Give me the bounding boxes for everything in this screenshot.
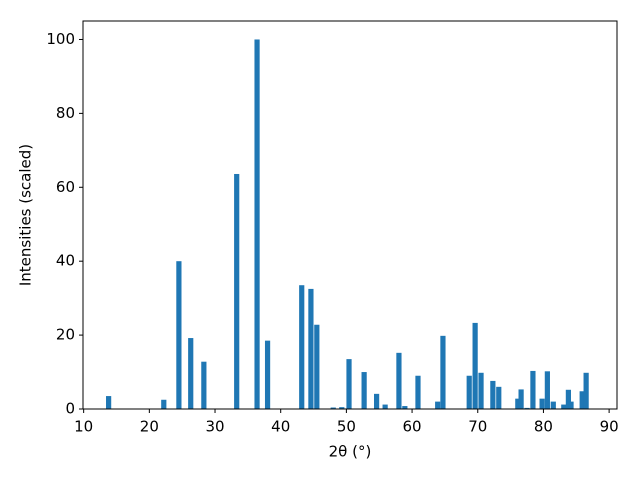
bar <box>106 396 112 409</box>
bar <box>299 285 305 409</box>
bar <box>515 398 521 409</box>
y-tick-label: 60 <box>56 178 75 196</box>
bar <box>496 386 502 409</box>
x-tick-label: 50 <box>337 418 356 436</box>
y-tick-label: 20 <box>56 326 75 344</box>
bar <box>568 401 574 409</box>
plot-frame <box>82 20 618 410</box>
bar <box>478 372 484 409</box>
bar <box>264 340 271 409</box>
x-tick-label: 60 <box>403 418 422 436</box>
bar <box>561 404 567 409</box>
bar <box>201 361 207 409</box>
bar <box>161 399 167 409</box>
y-tick-label: 100 <box>46 30 75 48</box>
bar <box>402 406 408 409</box>
bar <box>524 407 530 409</box>
bar <box>314 324 320 409</box>
y-tick-label: 40 <box>56 252 75 270</box>
x-tick-label: 30 <box>205 418 224 436</box>
bar <box>382 404 388 409</box>
bar <box>490 380 496 409</box>
bar <box>550 401 556 409</box>
bar <box>530 370 536 409</box>
x-tick-label: 10 <box>74 418 93 436</box>
bar <box>339 407 345 409</box>
bar <box>472 322 478 409</box>
bar <box>308 288 314 409</box>
bar <box>361 372 367 409</box>
bar <box>234 173 240 409</box>
bar <box>254 39 260 409</box>
bar <box>466 375 472 409</box>
bar <box>176 261 182 409</box>
y-tick-label: 80 <box>56 104 75 122</box>
bar <box>374 393 380 409</box>
bar <box>188 338 194 409</box>
bar <box>435 401 441 409</box>
bar <box>565 389 571 409</box>
bar <box>440 335 446 409</box>
bar <box>579 391 585 409</box>
bar <box>518 389 524 409</box>
x-axis-label: 2θ (°) <box>329 443 372 461</box>
bar <box>544 371 550 409</box>
bar <box>583 372 589 409</box>
x-tick-label: 40 <box>271 418 290 436</box>
x-tick-label: 90 <box>600 418 619 436</box>
x-tick-label: 70 <box>468 418 487 436</box>
y-axis-label: Intensities (scaled) <box>17 144 35 286</box>
bar <box>330 407 336 409</box>
y-tick-label: 0 <box>65 400 75 418</box>
bar <box>396 352 402 409</box>
bar <box>415 375 421 409</box>
bar <box>346 359 352 409</box>
bar <box>539 398 545 409</box>
x-tick-label: 20 <box>140 418 159 436</box>
x-tick-label: 80 <box>534 418 553 436</box>
